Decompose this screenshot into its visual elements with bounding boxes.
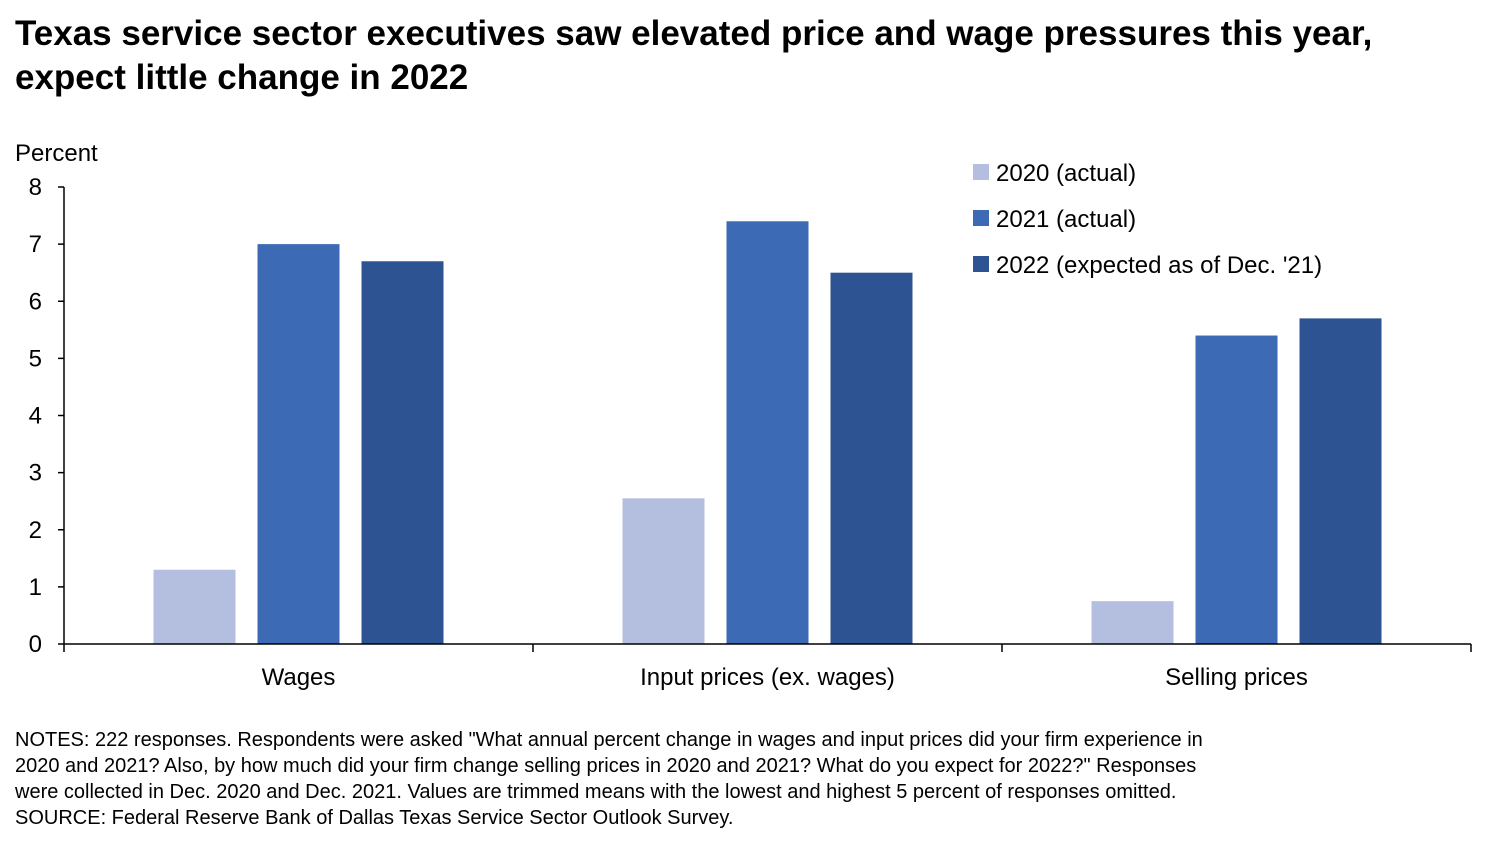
y-axis-ticks: 0 1 2 3 4 5 6 7 8 <box>29 174 64 658</box>
bar-chart: Percent 0 1 2 3 4 5 6 7 8 Wages Input prices (ex.… <box>15 140 1472 691</box>
legend-label: 2022 (expected as of Dec. '21) <box>996 252 1322 279</box>
bar <box>726 221 809 644</box>
bar <box>830 272 913 644</box>
y-tick-label: 3 <box>29 460 42 487</box>
y-tick-label: 0 <box>29 631 42 658</box>
bar <box>1195 335 1278 644</box>
notes-line: 2020 and 2021? Also, by how much did you… <box>15 755 1197 777</box>
y-tick-label: 1 <box>29 574 42 601</box>
x-tick-label: Input prices (ex. wages) <box>640 664 895 691</box>
y-tick-label: 6 <box>29 288 42 315</box>
y-tick-label: 7 <box>29 231 42 258</box>
legend: 2020 (actual) 2021 (actual) 2022 (expected… <box>973 160 1322 279</box>
y-tick-label: 5 <box>29 345 42 372</box>
legend-label: 2020 (actual) <box>996 160 1136 187</box>
x-axis-labels: Wages Input prices (ex. wages) Selling pri… <box>262 664 1308 691</box>
x-tick-label: Wages <box>262 664 336 691</box>
x-tick-label: Selling prices <box>1165 664 1308 691</box>
y-tick-label: 8 <box>29 174 42 201</box>
bar <box>153 569 236 644</box>
notes-line: NOTES: 222 responses. Respondents were a… <box>15 729 1203 751</box>
chart-title: Texas service sector executives saw elev… <box>15 14 1373 97</box>
y-tick-label: 2 <box>29 517 42 544</box>
legend-swatch <box>973 210 989 226</box>
bars <box>153 221 1382 644</box>
legend-swatch <box>973 256 989 272</box>
notes-line: SOURCE: Federal Reserve Bank of Dallas T… <box>15 807 734 829</box>
y-axis-label: Percent <box>15 140 98 167</box>
notes-line: were collected in Dec. 2020 and Dec. 202… <box>15 781 1177 803</box>
legend-label: 2021 (actual) <box>996 206 1136 233</box>
bar <box>257 244 340 644</box>
legend-swatch <box>973 164 989 180</box>
y-tick-label: 4 <box>29 403 42 430</box>
axes <box>63 187 1472 652</box>
bar <box>1299 318 1382 644</box>
bar <box>622 498 705 644</box>
bar <box>1091 601 1174 644</box>
bar <box>361 261 444 644</box>
notes: NOTES: 222 responses. Respondents were a… <box>15 727 1485 831</box>
